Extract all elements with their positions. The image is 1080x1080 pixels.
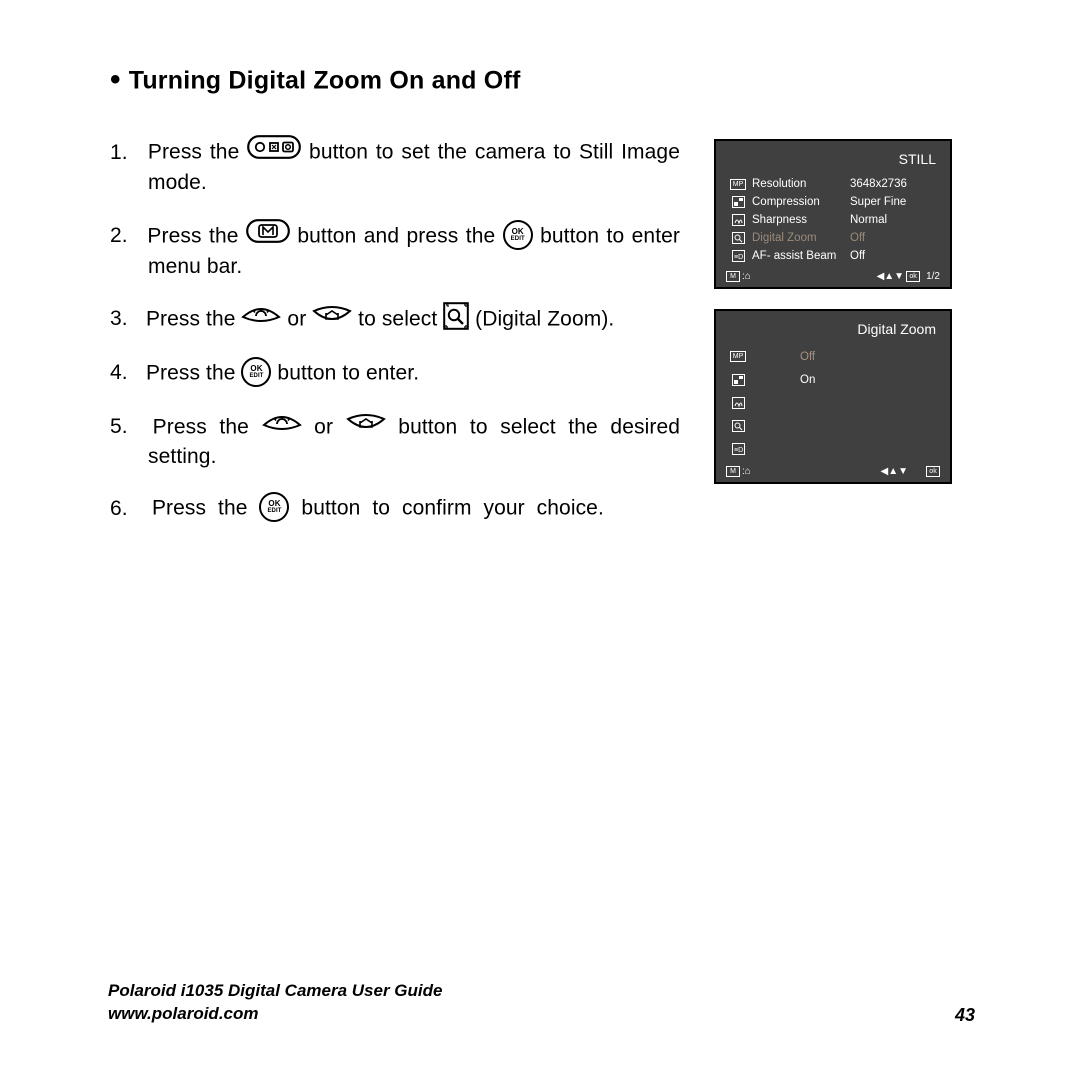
footer-left: M :⌂ [726, 271, 751, 282]
digital-zoom-icon [443, 303, 469, 331]
step-4: Press the OKEDIT button to enter. [110, 359, 680, 389]
sharpness-icon [728, 397, 748, 409]
page-footer: Polaroid i1035 Digital Camera User Guide… [108, 980, 975, 1026]
edit-text: EDIT [267, 508, 281, 514]
af-assist-icon: ≡D [728, 443, 748, 455]
lcd-value: Super Fine [850, 196, 938, 208]
footer-right: ◀▲▼ ok [881, 466, 941, 477]
digital-zoom-icon [728, 420, 748, 432]
screens-column: STILL MP Resolution 3648x2736 Compressio… [714, 137, 952, 548]
step-text: Press the [153, 415, 262, 438]
lcd-footer: M :⌂ ◀▲▼ ok 1/2 [716, 265, 950, 287]
page-indicator: 1/2 [926, 271, 940, 282]
sharpness-icon [728, 214, 748, 226]
step-text: Press the [147, 224, 246, 247]
lcd-label: Resolution [748, 178, 850, 190]
ok-text: OK [512, 228, 524, 236]
step-text: Press the [146, 361, 242, 384]
step-2: Press the button and press the OKEDIT bu… [110, 221, 680, 281]
lcd-row-empty [716, 391, 950, 414]
step-6: Press the OKEDIT button to confirm your … [110, 494, 680, 524]
bullet-icon: • [110, 63, 121, 97]
step-text: button to confirm your choice. [301, 497, 603, 520]
lcd-row-empty: ≡D [716, 437, 950, 460]
ok-box-icon: ok [926, 466, 940, 477]
up-button-icon [241, 303, 281, 333]
ok-edit-button-icon: OKEDIT [241, 357, 271, 387]
digital-zoom-icon [728, 232, 748, 244]
lcd-row-on: On [716, 368, 950, 391]
lcd-row-empty [716, 414, 950, 437]
lcd-label: Sharpness [748, 214, 850, 226]
heading-text: Turning Digital Zoom On and Off [129, 67, 521, 95]
step-text: (Digital Zoom). [475, 307, 614, 330]
step-text: Press the [146, 307, 242, 330]
lcd-footer: M :⌂ ◀▲▼ ok [716, 460, 950, 482]
lcd-row-digital-zoom: Digital Zoom Off [716, 229, 950, 247]
steps-column: Press the button to set the camera to St… [110, 137, 680, 548]
mp-icon: MP [728, 351, 748, 362]
m-icon: M [726, 466, 740, 477]
af-assist-icon: ≡D [728, 250, 748, 262]
lcd-value: Off [850, 250, 938, 262]
up-button-icon [262, 411, 302, 441]
step-5: Press the or button to select the desire… [110, 413, 680, 471]
lcd-value: 3648x2736 [850, 178, 938, 190]
lcd-row-compression: Compression Super Fine [716, 193, 950, 211]
ok-text: OK [250, 365, 262, 373]
ok-box-icon: ok [906, 271, 920, 282]
lcd-value: On [748, 374, 938, 386]
lcd-title: STILL [716, 141, 950, 175]
lcd-value: Off [748, 351, 938, 363]
lcd-row-off: MP Off [716, 345, 950, 368]
ok-edit-button-icon: OKEDIT [503, 220, 533, 250]
footer-left: M :⌂ [726, 466, 751, 477]
m-icon: M [726, 271, 740, 282]
down-button-icon [346, 411, 386, 441]
step-text: Press the [148, 141, 247, 164]
step-text: button to enter. [277, 361, 419, 384]
footer-right: ◀▲▼ ok 1/2 [877, 271, 940, 282]
lcd-label: Compression [748, 196, 850, 208]
step-text: or [287, 307, 312, 330]
lcd-screen-digital-zoom: Digital Zoom MP Off On ≡D [714, 309, 952, 484]
svg-text:≡D: ≡D [734, 254, 743, 261]
footer-url: www.polaroid.com [108, 1003, 442, 1026]
step-3: Press the or to select (Digital Zoom). [110, 305, 680, 335]
lcd-row-af-assist: ≡D AF- assist Beam Off [716, 247, 950, 265]
ok-edit-button-icon: OKEDIT [259, 492, 289, 522]
lcd-title: Digital Zoom [716, 311, 950, 345]
step-text: or [314, 415, 346, 438]
page-number: 43 [955, 1005, 975, 1026]
step-text: Press the [152, 497, 260, 520]
svg-text:≡D: ≡D [734, 447, 743, 454]
mp-icon: MP [728, 179, 748, 190]
lcd-row-sharpness: Sharpness Normal [716, 211, 950, 229]
step-text: to select [358, 307, 443, 330]
step-text: button and press the [297, 224, 502, 247]
lcd-screen-still: STILL MP Resolution 3648x2736 Compressio… [714, 139, 952, 289]
edit-text: EDIT [511, 236, 525, 242]
lcd-value: Off [850, 232, 938, 244]
lcd-label: Digital Zoom [748, 232, 850, 244]
home-icon: :⌂ [742, 271, 751, 282]
arrow-icons: ◀▲▼ [881, 466, 909, 477]
down-button-icon [312, 303, 352, 333]
lcd-row-resolution: MP Resolution 3648x2736 [716, 175, 950, 193]
arrow-icons: ◀▲▼ [877, 271, 905, 282]
lcd-label: AF- assist Beam [748, 250, 850, 262]
step-1: Press the button to set the camera to St… [110, 137, 680, 197]
section-heading: • Turning Digital Zoom On and Off [110, 65, 975, 99]
footer-guide-title: Polaroid i1035 Digital Camera User Guide [108, 980, 442, 1003]
lcd-value: Normal [850, 214, 938, 226]
compression-icon [728, 196, 748, 208]
compression-icon [728, 374, 748, 386]
ok-text: OK [268, 500, 280, 508]
edit-text: EDIT [249, 373, 263, 379]
home-icon: :⌂ [742, 466, 751, 477]
mode-button-icon [247, 135, 301, 167]
menu-button-icon [246, 219, 290, 251]
